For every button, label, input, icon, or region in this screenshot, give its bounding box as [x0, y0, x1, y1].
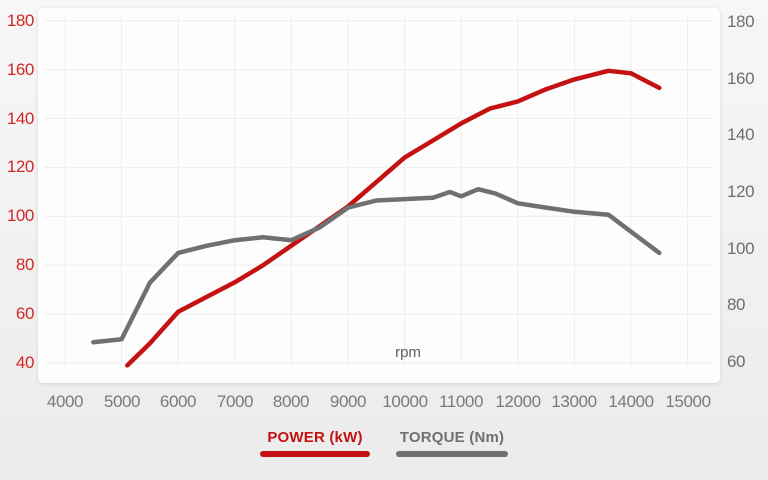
- y-axis-right-tick: 120: [727, 182, 755, 201]
- y-axis-right-tick: 100: [727, 239, 755, 258]
- y-axis-left-tick: 100: [6, 206, 35, 225]
- legend-torque-swatch: [396, 451, 508, 457]
- power-curve: [125, 68, 662, 368]
- y-axis-left-tick: 80: [15, 255, 35, 274]
- y-axis-right-tick: 60: [727, 352, 746, 371]
- x-axis-tick: 8000: [272, 392, 310, 411]
- y-axis-right-tick: 180: [727, 12, 755, 31]
- legend-item-torque[interactable]: TORQUE (Nm): [396, 430, 508, 457]
- legend-power-swatch: [260, 451, 370, 457]
- y-axis-left-tick: 180: [6, 11, 35, 30]
- y-axis-left-tick: 40: [15, 353, 35, 372]
- x-axis-tick: 6000: [159, 392, 197, 411]
- x-axis-tick: 5000: [103, 392, 141, 411]
- chart-legend: POWER (kW) TORQUE (Nm): [0, 430, 768, 457]
- x-axis-tick: 9000: [329, 392, 367, 411]
- y-axis-left-tick: 140: [6, 109, 35, 128]
- plot-area: [44, 14, 714, 368]
- y-axis-right-tick: 80: [727, 295, 746, 314]
- y-axis-right-tick: 140: [727, 125, 755, 144]
- x-axis-tick: 14000: [608, 392, 654, 411]
- x-axis-title: rpm: [395, 344, 421, 361]
- x-axis-tick: 7000: [216, 392, 254, 411]
- legend-item-power[interactable]: POWER (kW): [260, 430, 370, 457]
- legend-torque-label: TORQUE (Nm): [399, 429, 505, 446]
- y-axis-left-tick: 160: [6, 60, 35, 79]
- x-axis-tick: 15000: [665, 392, 711, 411]
- x-axis-tick: 10000: [382, 392, 428, 411]
- y-axis-right-tick: 160: [727, 69, 755, 88]
- torque-curve: [91, 186, 662, 345]
- x-axis-tick: 13000: [551, 392, 597, 411]
- legend-power-label: POWER (kW): [267, 429, 363, 446]
- x-axis-tick: 4000: [46, 392, 84, 411]
- chart-card: rpm: [38, 8, 720, 383]
- y-axis-left-tick: 60: [15, 304, 35, 323]
- x-axis-tick: 12000: [495, 392, 541, 411]
- y-axis-left-tick: 120: [6, 157, 35, 176]
- x-axis-tick: 11000: [438, 392, 483, 411]
